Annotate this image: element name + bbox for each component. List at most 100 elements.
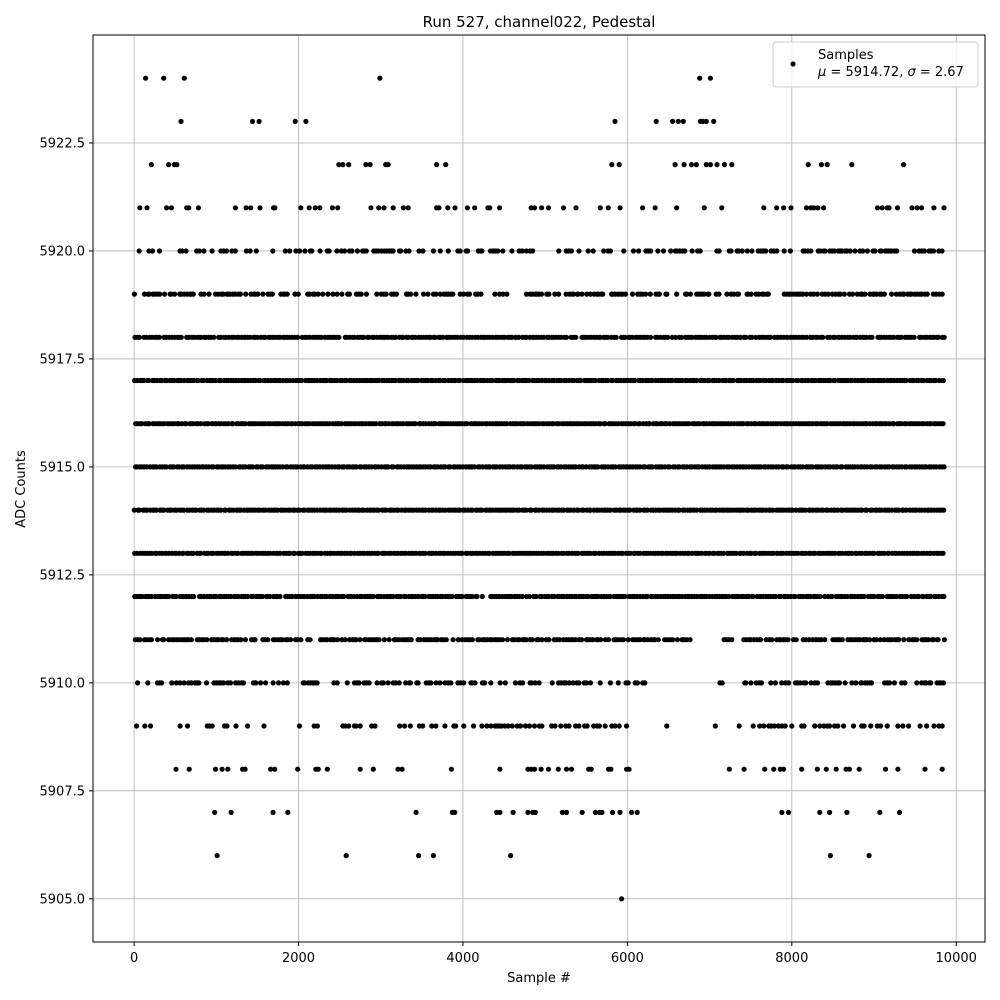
data-point xyxy=(420,723,426,729)
data-point xyxy=(612,118,618,124)
data-point xyxy=(525,809,531,816)
data-point xyxy=(413,809,419,816)
data-point xyxy=(479,593,485,600)
data-point xyxy=(153,507,160,513)
data-point xyxy=(504,637,510,643)
data-point xyxy=(680,118,686,124)
data-point xyxy=(457,377,463,384)
data-point xyxy=(673,334,679,340)
data-point xyxy=(293,248,299,254)
data-point xyxy=(930,637,937,643)
data-point xyxy=(415,680,421,686)
x-tick-label: 10000 xyxy=(936,951,977,966)
data-point xyxy=(307,291,313,297)
data-point xyxy=(688,162,695,168)
data-point xyxy=(519,248,525,254)
data-point xyxy=(674,291,680,297)
data-point xyxy=(287,248,293,254)
data-point xyxy=(370,766,376,772)
data-point xyxy=(136,248,142,254)
data-point xyxy=(674,637,681,643)
data-point xyxy=(664,291,670,297)
data-point xyxy=(314,680,320,686)
data-point xyxy=(590,637,596,643)
data-point xyxy=(873,637,880,643)
data-point xyxy=(824,162,830,168)
data-point xyxy=(484,723,490,729)
data-point xyxy=(570,680,576,686)
data-point xyxy=(425,291,431,297)
data-point xyxy=(868,723,874,729)
data-point xyxy=(177,680,183,686)
data-point xyxy=(190,550,196,556)
data-point xyxy=(145,680,151,686)
data-point xyxy=(188,637,194,643)
data-point xyxy=(250,464,256,470)
data-point xyxy=(432,421,438,427)
y-axis-ticks: 5905.0 5907.5 5910.0 5912.5 5915.0 5917.5 5920… xyxy=(40,136,93,907)
data-point xyxy=(374,680,380,686)
data-point xyxy=(935,334,941,340)
data-point xyxy=(334,248,340,254)
data-point xyxy=(488,723,494,729)
data-point xyxy=(224,723,230,729)
data-point xyxy=(832,377,838,384)
data-point xyxy=(729,637,735,643)
data-point xyxy=(309,248,315,254)
data-point xyxy=(909,205,915,211)
data-point xyxy=(793,637,799,643)
data-point xyxy=(815,205,821,211)
data-point xyxy=(739,248,745,254)
data-point xyxy=(363,162,369,168)
data-point xyxy=(931,248,937,254)
x-tick-label: 4000 xyxy=(446,951,479,966)
data-point xyxy=(267,593,273,600)
data-point xyxy=(277,593,283,600)
data-point xyxy=(258,680,264,686)
data-point xyxy=(628,809,635,816)
legend: Samples μ = 5914.72, σ = 2.67 xyxy=(772,41,979,88)
data-point xyxy=(939,248,945,254)
data-point xyxy=(795,550,801,556)
data-point xyxy=(336,334,342,340)
data-point xyxy=(771,766,777,772)
data-point xyxy=(157,291,163,297)
data-point xyxy=(821,205,827,211)
data-point xyxy=(895,766,901,772)
data-point xyxy=(808,680,814,686)
data-point xyxy=(871,550,877,556)
data-point xyxy=(842,680,848,686)
data-point xyxy=(817,723,823,729)
data-point xyxy=(506,550,512,556)
data-point xyxy=(693,162,700,168)
data-point xyxy=(381,205,387,211)
data-point xyxy=(429,723,435,729)
data-point xyxy=(563,334,570,340)
data-point xyxy=(568,766,575,772)
data-points xyxy=(131,75,948,902)
data-point xyxy=(354,248,360,254)
data-point xyxy=(546,291,552,297)
x-tick-label: 8000 xyxy=(775,951,808,966)
data-point xyxy=(285,809,291,816)
data-point xyxy=(288,637,294,643)
data-point xyxy=(437,248,443,254)
data-point xyxy=(131,291,137,297)
data-point xyxy=(563,766,570,772)
data-point xyxy=(253,680,259,686)
data-point xyxy=(566,723,572,729)
data-point xyxy=(713,334,719,340)
data-point xyxy=(370,593,376,600)
data-point xyxy=(416,853,422,859)
data-point xyxy=(420,291,427,297)
data-point xyxy=(869,334,875,340)
data-point xyxy=(853,680,859,686)
data-point xyxy=(592,809,598,816)
data-point xyxy=(721,550,727,556)
data-point xyxy=(135,680,141,686)
chart-title: Run 527, channel022, Pedestal xyxy=(423,13,656,31)
data-point xyxy=(422,593,428,600)
data-point xyxy=(235,550,241,556)
data-point xyxy=(495,248,501,254)
data-point xyxy=(319,550,325,556)
